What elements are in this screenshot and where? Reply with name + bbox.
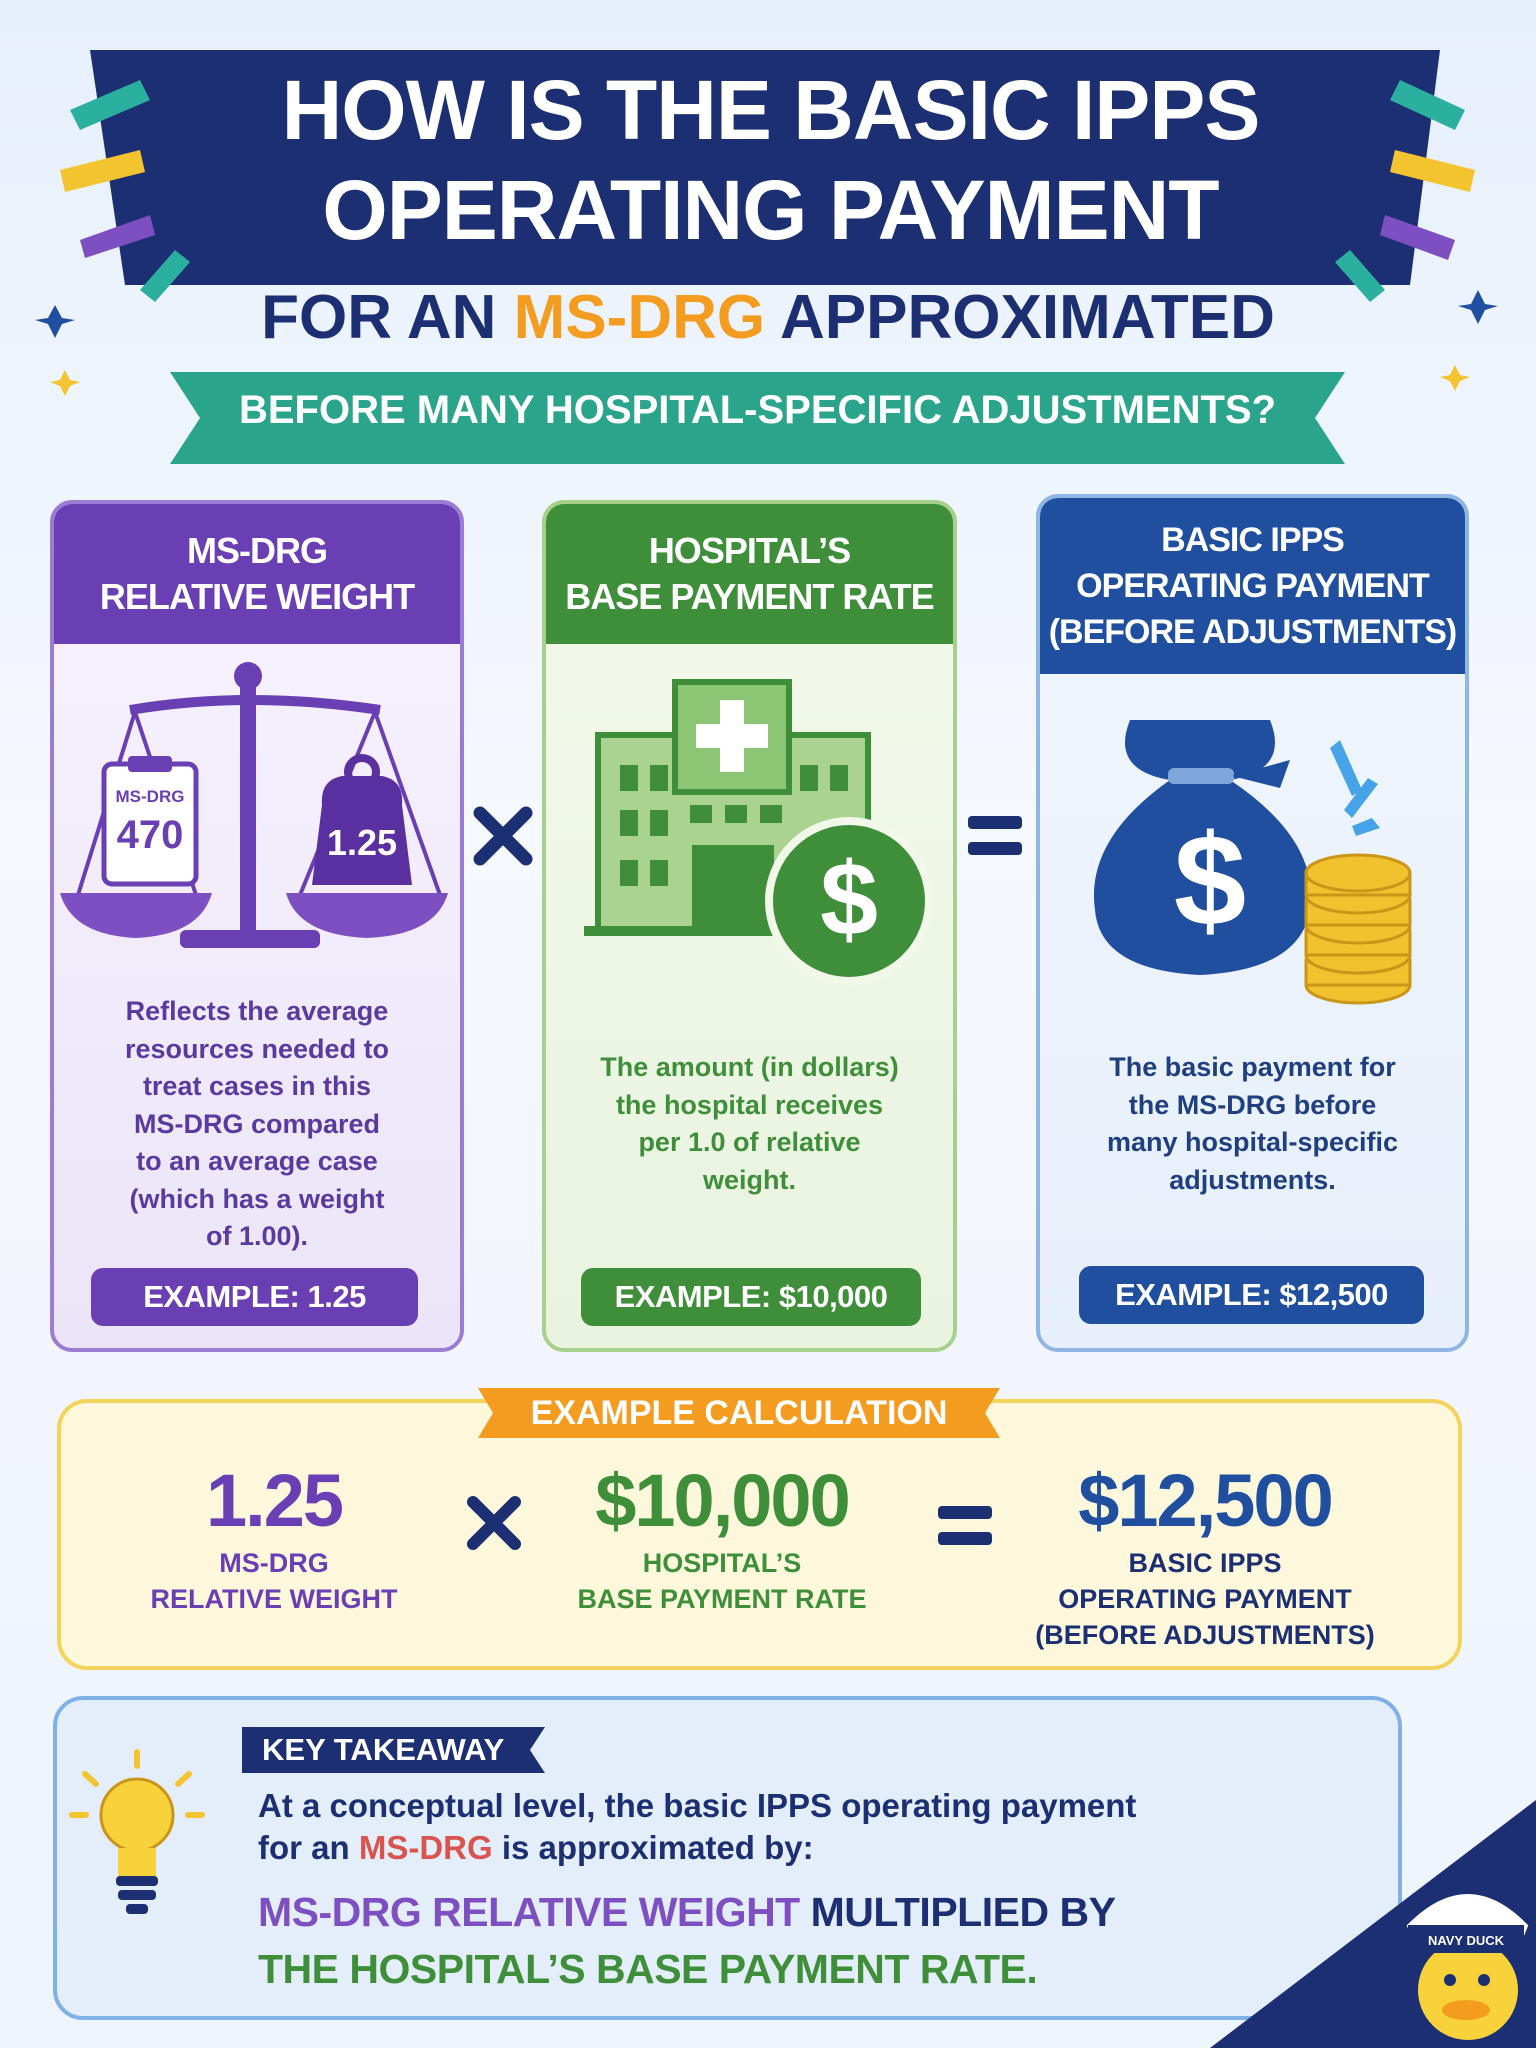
- ribbon-text: BEFORE MANY HOSPITAL-SPECIFIC ADJUSTMENT…: [238, 388, 1277, 432]
- card-example: EXAMPLE: $10,000: [581, 1268, 921, 1326]
- confetti-left: [35, 80, 190, 396]
- takeaway-box: [53, 1696, 1402, 2020]
- text-line: weight.: [703, 1164, 796, 1195]
- takeaway-formula: MS-DRG RELATIVE WEIGHT MULTIPLIED BY THE…: [258, 1884, 1116, 1998]
- takeaway-tag-text: KEY TAKEAWAY: [262, 1732, 505, 1767]
- text-line: of 1.00).: [205, 1221, 309, 1251]
- text-line: HOSPITAL’S: [642, 1548, 802, 1578]
- subtitle: FOR AN MS-DRG APPROXIMATED: [0, 282, 1536, 353]
- text-line: RELATIVE WEIGHT: [99, 576, 415, 617]
- text-line: BASE PAYMENT RATE: [565, 576, 934, 617]
- formula-rate: THE HOSPITAL’S BASE PAYMENT RATE.: [258, 1946, 1038, 1992]
- text-line: HOW IS THE BASIC IPPS: [281, 63, 1261, 157]
- formula-weight: MS-DRG RELATIVE WEIGHT: [258, 1889, 800, 1935]
- text-line: BASE PAYMENT RATE: [577, 1584, 867, 1614]
- text-line: The amount (in dollars): [600, 1052, 899, 1082]
- card-relative-weight: MS-DRG RELATIVE WEIGHT: [50, 500, 464, 1352]
- text-line: to an average case: [136, 1146, 378, 1176]
- text-line: HOSPITAL’S: [648, 530, 851, 571]
- takeaway-text: At a conceptual level, the basic IPPS op…: [258, 1785, 1136, 1869]
- calc-label: MS-DRG RELATIVE WEIGHT: [124, 1545, 424, 1617]
- calc-value: $12,500: [1078, 1459, 1334, 1542]
- ribbon: [170, 372, 1345, 464]
- text-line: OPERATING PAYMENT: [322, 163, 1219, 257]
- text-line: per 1.0 of relative: [638, 1127, 861, 1157]
- text-line: MS-DRG: [219, 1548, 329, 1578]
- takeaway-line: At a conceptual level, the basic IPPS op…: [258, 1787, 1137, 1824]
- text-line: BASIC IPPS: [1161, 521, 1345, 559]
- subtitle-highlight: MS-DRG: [513, 283, 766, 352]
- calculation-label: EXAMPLE CALCULATION: [530, 1394, 948, 1432]
- calculation-ribbon: [478, 1388, 1000, 1438]
- takeaway-highlight: MS-DRG: [358, 1829, 493, 1866]
- card-description: The basic payment for the MS-DRG before ma…: [1046, 1049, 1459, 1199]
- calc-label: HOSPITAL’S BASE PAYMENT RATE: [542, 1545, 902, 1617]
- text-line: the hospital receives: [615, 1089, 884, 1120]
- subtitle-text: FOR AN: [261, 283, 514, 352]
- takeaway-text-part: is approximated by:: [492, 1829, 814, 1866]
- calc-value: 1.25: [205, 1459, 344, 1542]
- calc-label: BASIC IPPS OPERATING PAYMENT (BEFORE ADJUS…: [1015, 1545, 1395, 1653]
- card-base-rate: HOSPITAL’S BASE PAYMENT RATE: [542, 500, 957, 1352]
- text-line: Reflects the average: [125, 996, 389, 1026]
- text-line: OPERATING PAYMENT: [1058, 1584, 1352, 1614]
- title-banner: [90, 50, 1440, 285]
- subtitle-text: APPROXIMATED: [765, 283, 1275, 352]
- text-line: the MS-DRG before: [1128, 1089, 1377, 1120]
- text-line: treat cases in this: [142, 1071, 372, 1101]
- card-title: MS-DRG RELATIVE WEIGHT: [54, 504, 460, 644]
- text-line: many hospital-specific: [1106, 1127, 1399, 1157]
- takeaway-text-part: for an: [258, 1829, 359, 1866]
- text-line: (BEFORE ADJUSTMENTS): [1035, 1620, 1375, 1650]
- card-basic-payment: BASIC IPPS OPERATING PAYMENT (BEFORE ADJUS…: [1036, 494, 1469, 1352]
- card-description: The amount (in dollars) the hospital rece…: [552, 1049, 947, 1199]
- card-title: BASIC IPPS OPERATING PAYMENT (BEFORE ADJUS…: [1040, 498, 1465, 674]
- text-line: BASIC IPPS: [1128, 1548, 1282, 1578]
- text-line: resources needed to: [124, 1033, 390, 1064]
- title: HOW IS THE BASIC IPPS OPERATING PAYMENT: [118, 60, 1423, 260]
- text-line: (which has a weight: [129, 1183, 385, 1214]
- card-title: HOSPITAL’S BASE PAYMENT RATE: [546, 504, 953, 644]
- text-line: OPERATING PAYMENT: [1076, 567, 1430, 605]
- text-line: (BEFORE ADJUSTMENTS): [1048, 613, 1458, 651]
- card-example: EXAMPLE: 1.25: [91, 1268, 418, 1326]
- text-line: MS-DRG compared: [133, 1108, 381, 1139]
- text-line: RELATIVE WEIGHT: [150, 1584, 398, 1614]
- text-line: MS-DRG: [187, 530, 328, 571]
- calc-value: $10,000: [595, 1459, 851, 1542]
- takeaway-tag: [242, 1727, 545, 1773]
- text-line: The basic payment for: [1109, 1052, 1396, 1082]
- card-example: EXAMPLE: $12,500: [1079, 1266, 1424, 1324]
- text-line: adjustments.: [1169, 1164, 1336, 1195]
- card-description: Reflects the average resources needed to t…: [60, 993, 454, 1256]
- confetti-right: [1335, 80, 1498, 391]
- formula-operator: MULTIPLIED BY: [799, 1889, 1116, 1935]
